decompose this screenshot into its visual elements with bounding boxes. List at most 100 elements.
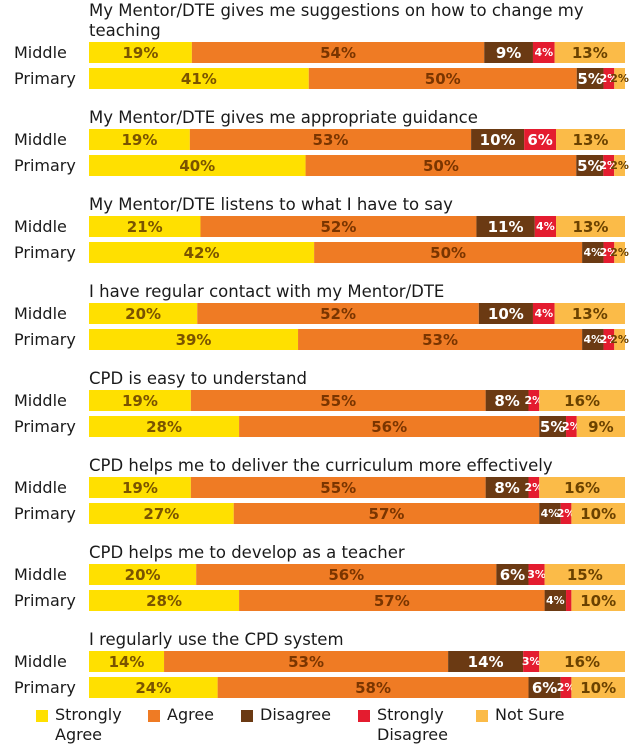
bar-segment-strongly-disagree: [523, 651, 540, 672]
legend-label-agree: Agree: [167, 705, 214, 725]
legend-label-line: Agree: [167, 705, 215, 724]
legend-label-line: Strongly: [377, 705, 444, 724]
bar-segment-not-sure: [554, 303, 625, 324]
legend-item-disagree: Disagree: [241, 705, 331, 725]
bar-segment-strongly-agree: [89, 129, 190, 150]
bar-segment-strongly-agree: [89, 303, 198, 324]
data-label-disagree: 8%: [494, 479, 519, 497]
bar-segment-strongly-disagree: [603, 68, 615, 89]
bar-segment-strongly-agree: [89, 216, 201, 237]
bar-segment-strongly-agree: [89, 390, 191, 411]
data-label-strongly-disagree: 2%: [600, 72, 619, 85]
data-label-not-sure: 2%: [610, 333, 629, 346]
data-label-not-sure: 10%: [580, 505, 616, 523]
data-label-strongly-disagree: 3%: [522, 655, 541, 668]
bar-segment-strongly-agree: [89, 677, 218, 698]
data-label-strongly-disagree: 4%: [534, 307, 553, 320]
data-label-not-sure: 16%: [564, 392, 600, 410]
bar-segment-disagree: [476, 216, 535, 237]
data-label-not-sure: 15%: [567, 566, 603, 584]
bar-segment-disagree: [576, 155, 604, 176]
question-title: My Mentor/DTE gives me appropriate guida…: [89, 108, 478, 127]
data-label-not-sure: 13%: [572, 44, 608, 62]
data-label-agree: 56%: [371, 418, 407, 436]
data-label-agree: 55%: [320, 479, 356, 497]
bar-segment-agree: [308, 68, 577, 89]
legend-item-strongly-agree: Strongly Agree: [36, 705, 122, 745]
question-block-5: CPD is easy to understand Middle 19% 55% 8% 2…: [14, 369, 625, 437]
legend-label-line: Not Sure: [495, 705, 565, 724]
bar-segment-not-sure: [556, 216, 625, 237]
data-label-strongly-agree: 27%: [143, 505, 179, 523]
bar-segment-disagree: [544, 590, 567, 611]
group-label-middle: Middle: [14, 43, 67, 62]
bar-segment-strongly-disagree: [524, 129, 557, 150]
bar-segment-disagree: [539, 503, 561, 524]
bar-segment-strongly-disagree: [560, 677, 572, 698]
bar-segment-not-sure: [556, 129, 625, 150]
question-title: My Mentor/DTE gives me suggestions on ho…: [89, 1, 584, 20]
data-label-agree: 57%: [369, 505, 405, 523]
data-label-disagree: 6%: [500, 566, 525, 584]
data-label-agree: 55%: [320, 392, 356, 410]
question-block-7: CPD helps me to develop as a teacher Midd…: [14, 543, 625, 611]
data-label-strongly-agree: 20%: [125, 305, 161, 323]
data-label-strongly-agree: 14%: [109, 653, 145, 671]
data-label-not-sure: 2%: [610, 159, 629, 172]
bar-segment-strongly-disagree: [603, 155, 615, 176]
data-label-disagree: 5%: [540, 418, 565, 436]
data-label-agree: 57%: [374, 592, 410, 610]
legend-swatch-strongly-agree: [36, 710, 48, 722]
bar-segment-strongly-agree: [89, 155, 306, 176]
legend-label-line: Strongly: [55, 705, 122, 724]
legend-swatch-not-sure: [476, 710, 488, 722]
data-label-disagree: 5%: [577, 70, 602, 88]
data-label-not-sure: 16%: [564, 653, 600, 671]
group-label-middle: Middle: [14, 391, 67, 410]
data-label-strongly-disagree: 2%: [600, 333, 619, 346]
bar-segment-agree: [298, 329, 583, 350]
bar-segment-strongly-disagree: [560, 503, 572, 524]
bar-segment-disagree: [471, 129, 525, 150]
bar-segment-disagree: [485, 390, 529, 411]
data-label-disagree: 9%: [496, 44, 521, 62]
data-label-disagree: 4%: [583, 333, 602, 346]
bar-segment-strongly-disagree: [603, 329, 615, 350]
data-label-strongly-agree: 39%: [176, 331, 212, 349]
bar-segment-strongly-disagree: [532, 303, 555, 324]
legend-swatch-strongly-disagree: [358, 710, 370, 722]
question-title: My Mentor/DTE listens to what I have to …: [89, 195, 453, 214]
legend-item-agree: Agree: [148, 705, 214, 725]
data-label-strongly-disagree: 4%: [536, 220, 555, 233]
data-label-strongly-agree: 28%: [146, 592, 182, 610]
bar-segment-agree: [189, 129, 472, 150]
bar-segment-disagree: [576, 68, 604, 89]
bar-segment-strongly-agree: [89, 242, 315, 263]
legend-swatch-disagree: [241, 710, 253, 722]
bar-segment-strongly-agree: [89, 503, 234, 524]
data-label-agree: 53%: [422, 331, 458, 349]
data-label-strongly-agree: 40%: [179, 157, 215, 175]
data-label-agree: 58%: [355, 679, 391, 697]
legend-label-line: Disagree: [377, 725, 448, 744]
data-label-agree: 50%: [430, 244, 466, 262]
legend-item-strongly-disagree: Strongly Disagree: [358, 705, 448, 745]
question-title: CPD is easy to understand: [89, 369, 307, 388]
legend-label-strongly-agree: Strongly Agree: [55, 705, 122, 745]
data-label-disagree: 14%: [468, 653, 504, 671]
bar-segment-agree: [200, 216, 477, 237]
data-label-strongly-disagree: 3%: [527, 568, 546, 581]
group-label-middle: Middle: [14, 652, 67, 671]
bar-segment-agree: [191, 42, 485, 63]
bar-segment-strongly-disagree: [534, 216, 557, 237]
bar-segment-strongly-agree: [89, 416, 240, 437]
data-label-not-sure: 16%: [564, 479, 600, 497]
question-title: I have regular contact with my Mentor/DT…: [89, 282, 444, 301]
bar-segment-disagree: [528, 677, 561, 698]
data-label-not-sure: 13%: [573, 131, 609, 149]
bar-segment-agree: [239, 590, 545, 611]
legend-item-not-sure: Not Sure: [476, 705, 564, 725]
question-block-1: My Mentor/DTE gives me suggestions on ho…: [14, 1, 629, 89]
data-label-strongly-agree: 19%: [122, 479, 158, 497]
bar-segment-not-sure: [571, 590, 625, 611]
